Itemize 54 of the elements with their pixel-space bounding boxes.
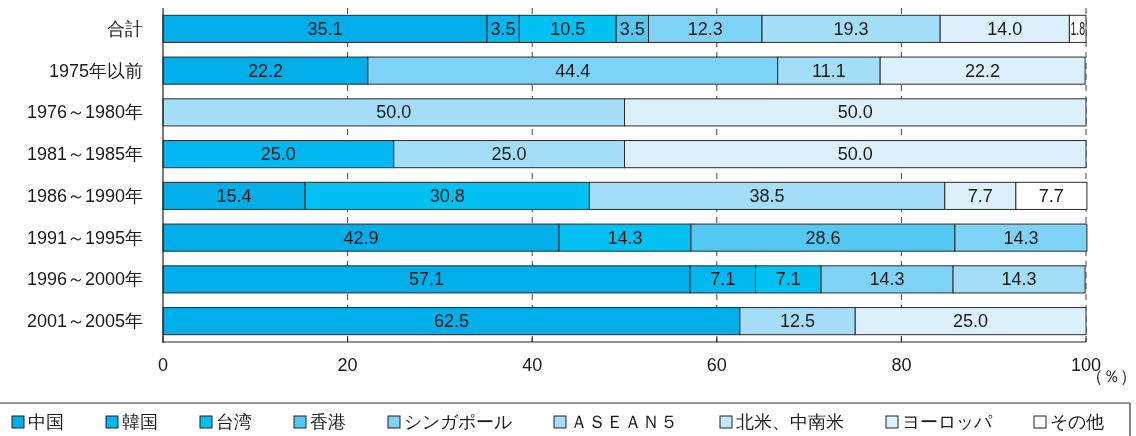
legend-label: ＡＳＥＡＮ５ xyxy=(570,412,678,432)
data-label: 14.0 xyxy=(987,18,1023,39)
data-label: 25.0 xyxy=(260,144,296,165)
data-label: 22.2 xyxy=(247,60,283,81)
data-label: 19.3 xyxy=(833,18,869,39)
data-label: 14.3 xyxy=(1003,227,1039,248)
y-tick-label: 1986～1990年 xyxy=(26,185,143,206)
data-label: 28.6 xyxy=(805,227,841,248)
data-label: 12.5 xyxy=(780,311,816,332)
data-label: 14.3 xyxy=(1001,269,1037,290)
data-label: 42.9 xyxy=(343,227,379,248)
data-label: 50.0 xyxy=(837,102,873,123)
x-tick-label: 20 xyxy=(337,355,358,375)
data-label: 50.0 xyxy=(376,102,412,123)
data-label: 7.1 xyxy=(710,269,736,290)
data-label: 22.2 xyxy=(965,60,1001,81)
y-tick-label: 合計 xyxy=(107,18,143,39)
x-tick-label: 80 xyxy=(891,355,912,375)
data-label: 11.1 xyxy=(812,60,846,81)
y-tick-label: 1981～1985年 xyxy=(26,144,143,165)
data-label: 12.3 xyxy=(687,18,723,39)
legend-label: シンガポール xyxy=(404,412,512,432)
data-label: 1.8 xyxy=(1070,18,1096,39)
data-label: 35.1 xyxy=(307,18,343,39)
x-tick-label: 0 xyxy=(157,355,169,375)
data-label: 38.5 xyxy=(749,185,785,206)
x-tick-label: 40 xyxy=(522,355,543,375)
data-label: 25.0 xyxy=(953,311,989,332)
y-tick-label: 1975年以前 xyxy=(48,60,143,81)
data-label: 7.7 xyxy=(967,185,993,206)
legend-label: その他 xyxy=(1050,412,1104,432)
data-label: 14.3 xyxy=(607,227,643,248)
data-label: 50.0 xyxy=(837,144,873,165)
data-label: 57.1 xyxy=(408,269,445,290)
data-label: 25.0 xyxy=(491,144,527,165)
legend-label: ヨーロッパ xyxy=(902,412,993,432)
legend-label: 北米、中南米 xyxy=(736,412,844,432)
y-tick-label: 1991～1995年 xyxy=(26,227,143,248)
data-label: 62.5 xyxy=(433,311,469,332)
legend-label: 韓国 xyxy=(122,412,158,432)
data-label: 7.1 xyxy=(775,269,801,290)
legend-label: 香港 xyxy=(310,412,346,432)
data-label: 14.3 xyxy=(869,269,905,290)
data-label: 7.7 xyxy=(1038,185,1064,206)
x-tick-label: 60 xyxy=(706,355,727,375)
data-label: 10.5 xyxy=(550,18,586,39)
legend-label: 台湾 xyxy=(216,412,252,432)
data-label: 44.4 xyxy=(555,60,591,81)
legend-label: 中国 xyxy=(28,412,64,432)
y-tick-label: 1996～2000年 xyxy=(26,269,143,290)
y-tick-label: 1976～1980年 xyxy=(26,102,143,123)
data-label: 15.4 xyxy=(216,185,252,206)
y-tick-label: 2001～2005年 xyxy=(26,311,143,332)
data-label: 30.8 xyxy=(429,185,465,206)
